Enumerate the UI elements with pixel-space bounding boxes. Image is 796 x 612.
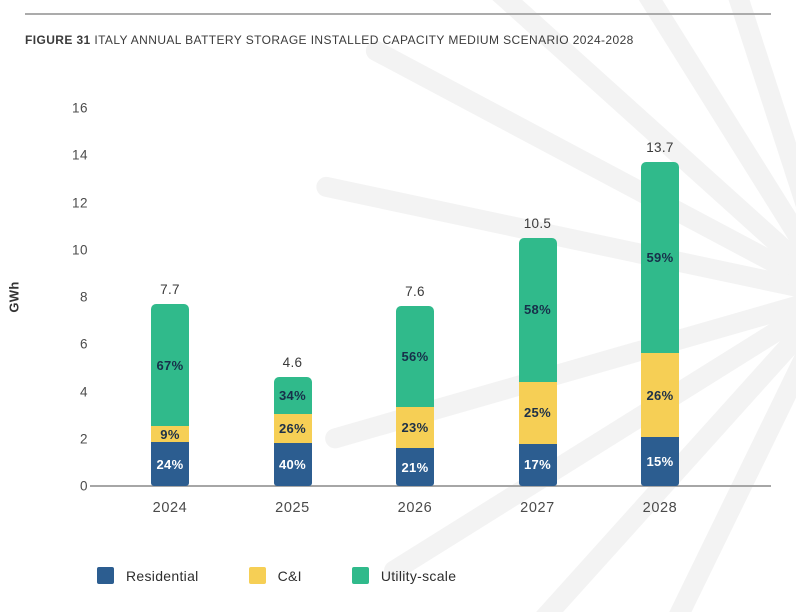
segment-percent-label: 25%: [524, 405, 551, 421]
x-tick-label-2025: 2025: [275, 500, 310, 516]
bar-segment-residential-2028: 15%: [641, 437, 679, 486]
x-tick-label-2028: 2028: [642, 500, 678, 516]
segment-percent-label: 24%: [156, 456, 184, 472]
segment-percent-label: 58%: [524, 302, 551, 318]
figure-number-label: FIGURE 31: [25, 33, 91, 47]
bar-segment-utility-scale-2028: 59%: [641, 162, 679, 354]
segment-percent-label: 9%: [160, 426, 180, 442]
x-tick-label-2024: 2024: [152, 500, 188, 516]
bar-total-label-2024: 7.7: [160, 282, 180, 298]
y-tick-label: 8: [79, 289, 88, 305]
bar-total-label-2027: 10.5: [523, 215, 552, 231]
segment-percent-label: 56%: [401, 349, 429, 365]
chart-legend: Residential C&I Utility-scale: [97, 567, 456, 584]
segment-percent-label: 26%: [279, 420, 306, 436]
legend-item-residential: Residential: [97, 567, 199, 584]
bar-segment-c-i-2028: 26%: [641, 353, 679, 438]
legend-item-c-i: C&I: [248, 567, 302, 584]
bar-segment-c-i-2027: 25%: [518, 381, 557, 444]
segment-percent-label: 26%: [646, 387, 674, 403]
bar-segment-utility-scale-2026: 56%: [396, 306, 434, 407]
segment-percent-label: 40%: [279, 456, 306, 472]
bar-segment-utility-scale-2027: 58%: [518, 237, 557, 382]
segment-percent-label: 67%: [156, 357, 184, 373]
bar-segment-utility-scale-2024: 67%: [151, 304, 189, 426]
bar-segment-residential-2025: 40%: [273, 442, 312, 486]
bar-segment-residential-2026: 21%: [396, 448, 434, 486]
header-divider: [25, 13, 771, 15]
y-tick-label: 4: [79, 384, 88, 399]
legend-label: C&I: [277, 567, 302, 584]
x-axis-line: [90, 485, 771, 487]
figure-title: FIGURE 31 ITALY ANNUAL BATTERY STORAGE I…: [25, 33, 634, 47]
segment-percent-label: 15%: [646, 454, 674, 470]
bar-total-label-2025: 4.6: [282, 355, 303, 371]
segment-percent-label: 23%: [401, 420, 429, 436]
bar-segment-residential-2024: 24%: [151, 442, 189, 486]
y-tick-label: 12: [71, 195, 88, 210]
y-tick-label: 6: [79, 336, 88, 352]
legend-label: Utility-scale: [380, 567, 457, 584]
segment-percent-label: 59%: [646, 250, 674, 266]
legend-label: Residential: [126, 567, 199, 584]
segment-percent-label: 17%: [524, 457, 551, 473]
x-tick-label-2027: 2027: [520, 500, 555, 516]
y-tick-label: 2: [79, 431, 88, 447]
legend-swatch-icon: [97, 567, 114, 584]
bar-segment-c-i-2026: 23%: [396, 406, 434, 449]
y-tick-label: 0: [79, 478, 88, 494]
figure-title-text: ITALY ANNUAL BATTERY STORAGE INSTALLED C…: [94, 33, 634, 47]
y-tick-label: 10: [71, 242, 88, 258]
y-tick-label: 16: [71, 100, 88, 116]
bar-segment-c-i-2025: 26%: [273, 414, 312, 443]
bar-total-label-2028: 13.7: [646, 140, 674, 156]
legend-swatch-icon: [248, 567, 266, 584]
segment-percent-label: 34%: [279, 388, 306, 404]
y-tick-label: 14: [71, 147, 88, 163]
bar-segment-utility-scale-2025: 34%: [273, 377, 312, 415]
bar-total-label-2026: 7.6: [405, 284, 425, 300]
x-tick-label-2026: 2026: [397, 500, 433, 516]
bar-segment-c-i-2024: 9%: [151, 425, 189, 443]
legend-item-utility-scale: Utility-scale: [351, 567, 457, 584]
segment-percent-label: 21%: [401, 459, 429, 475]
y-axis-title: GWh: [6, 281, 22, 313]
legend-swatch-icon: [351, 567, 369, 584]
bar-segment-residential-2027: 17%: [518, 443, 557, 486]
